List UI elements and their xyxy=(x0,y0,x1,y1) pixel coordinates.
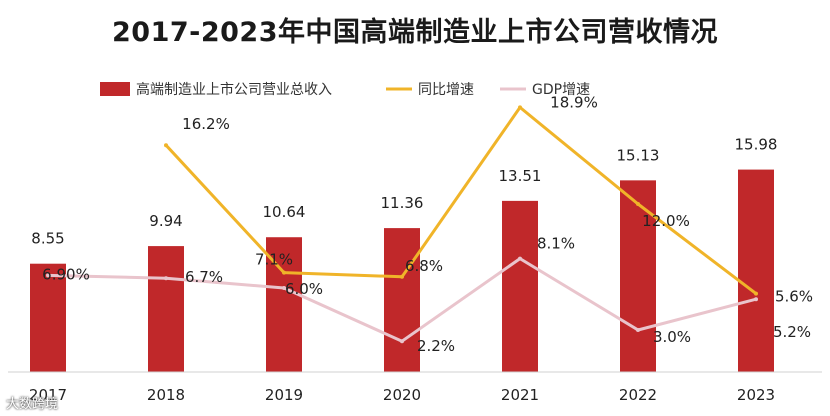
bar-2018 xyxy=(148,246,184,372)
x-tick-2020: 2020 xyxy=(383,386,421,404)
gdp-label-2023: 5.2% xyxy=(773,323,811,341)
gdp-label-2018: 6.7% xyxy=(185,268,223,286)
gdp-label-2020: 2.2% xyxy=(417,337,455,355)
yoy-label-2019: 7.1% xyxy=(255,251,293,269)
x-tick-2017: 2017 xyxy=(29,386,67,404)
gdp-point-2023 xyxy=(754,297,758,302)
legend-label-gdp: GDP增速 xyxy=(532,82,590,98)
yoy-point-2018 xyxy=(164,143,168,148)
gdp-point-2022 xyxy=(636,328,640,332)
x-tick-2018: 2018 xyxy=(147,386,185,404)
yoy-line xyxy=(164,105,757,295)
gdp-label-2021: 8.1% xyxy=(537,235,575,253)
gdp-point-2017 xyxy=(46,273,50,278)
yoy-point-2019 xyxy=(282,270,286,275)
bar-2023 xyxy=(738,169,774,372)
bar-2022 xyxy=(620,180,656,372)
bar-label-2018: 9.94 xyxy=(149,212,182,230)
chart-title: 2017-2023年中国高端制造业上市公司营收情况 xyxy=(112,17,718,48)
x-tick-2019: 2019 xyxy=(265,386,303,404)
bar-2020 xyxy=(384,228,420,372)
data-labels: 8.55 9.94 10.64 11.36 13.51 15.13 15.98 16.2% 7.… xyxy=(31,93,813,355)
yoy-point-2021 xyxy=(518,105,522,110)
legend: 高端制造业上市公司营业总收入 同比增速 GDP增速 xyxy=(100,81,590,98)
bar-label-2017: 8.55 xyxy=(31,230,64,248)
bar-2021 xyxy=(502,200,538,372)
yoy-point-2023 xyxy=(754,291,758,296)
gdp-point-2020 xyxy=(400,339,404,344)
bar-label-2019: 10.64 xyxy=(263,203,306,221)
x-tick-2022: 2022 xyxy=(619,386,657,404)
yoy-label-2023: 5.6% xyxy=(775,288,813,306)
x-axis: 2017 2018 2019 2020 2021 2022 2023 xyxy=(8,371,822,404)
gdp-label-2019: 6.0% xyxy=(285,280,323,298)
gdp-label-2022: 3.0% xyxy=(653,328,691,346)
legend-label-yoy: 同比增速 xyxy=(418,82,474,98)
gdp-label-2017: 6.90% xyxy=(42,265,90,283)
bar-label-2022: 15.13 xyxy=(617,146,660,164)
bar-series xyxy=(30,169,774,372)
yoy-label-2022: 12.0% xyxy=(642,212,690,230)
watermark: 大数跨境 xyxy=(6,397,59,412)
x-tick-2021: 2021 xyxy=(501,386,539,404)
legend-label-revenue: 高端制造业上市公司营业总收入 xyxy=(136,81,332,98)
bar-label-2021: 13.51 xyxy=(499,167,542,185)
gdp-point-2019 xyxy=(282,286,286,290)
bar-label-2020: 11.36 xyxy=(381,194,424,212)
bar-2017 xyxy=(30,263,66,372)
yoy-point-2020 xyxy=(400,274,404,279)
yoy-label-2021: 18.9% xyxy=(550,93,598,111)
gdp-point-2021 xyxy=(518,256,522,261)
x-tick-2023: 2023 xyxy=(737,386,775,404)
yoy-label-2018: 16.2% xyxy=(182,115,230,133)
yoy-point-2022 xyxy=(636,202,640,206)
bar-label-2023: 15.98 xyxy=(735,136,778,154)
yoy-label-2020: 6.8% xyxy=(405,257,443,275)
gdp-point-2018 xyxy=(164,276,168,281)
legend-swatch-revenue xyxy=(100,82,130,96)
line-series xyxy=(46,105,758,344)
